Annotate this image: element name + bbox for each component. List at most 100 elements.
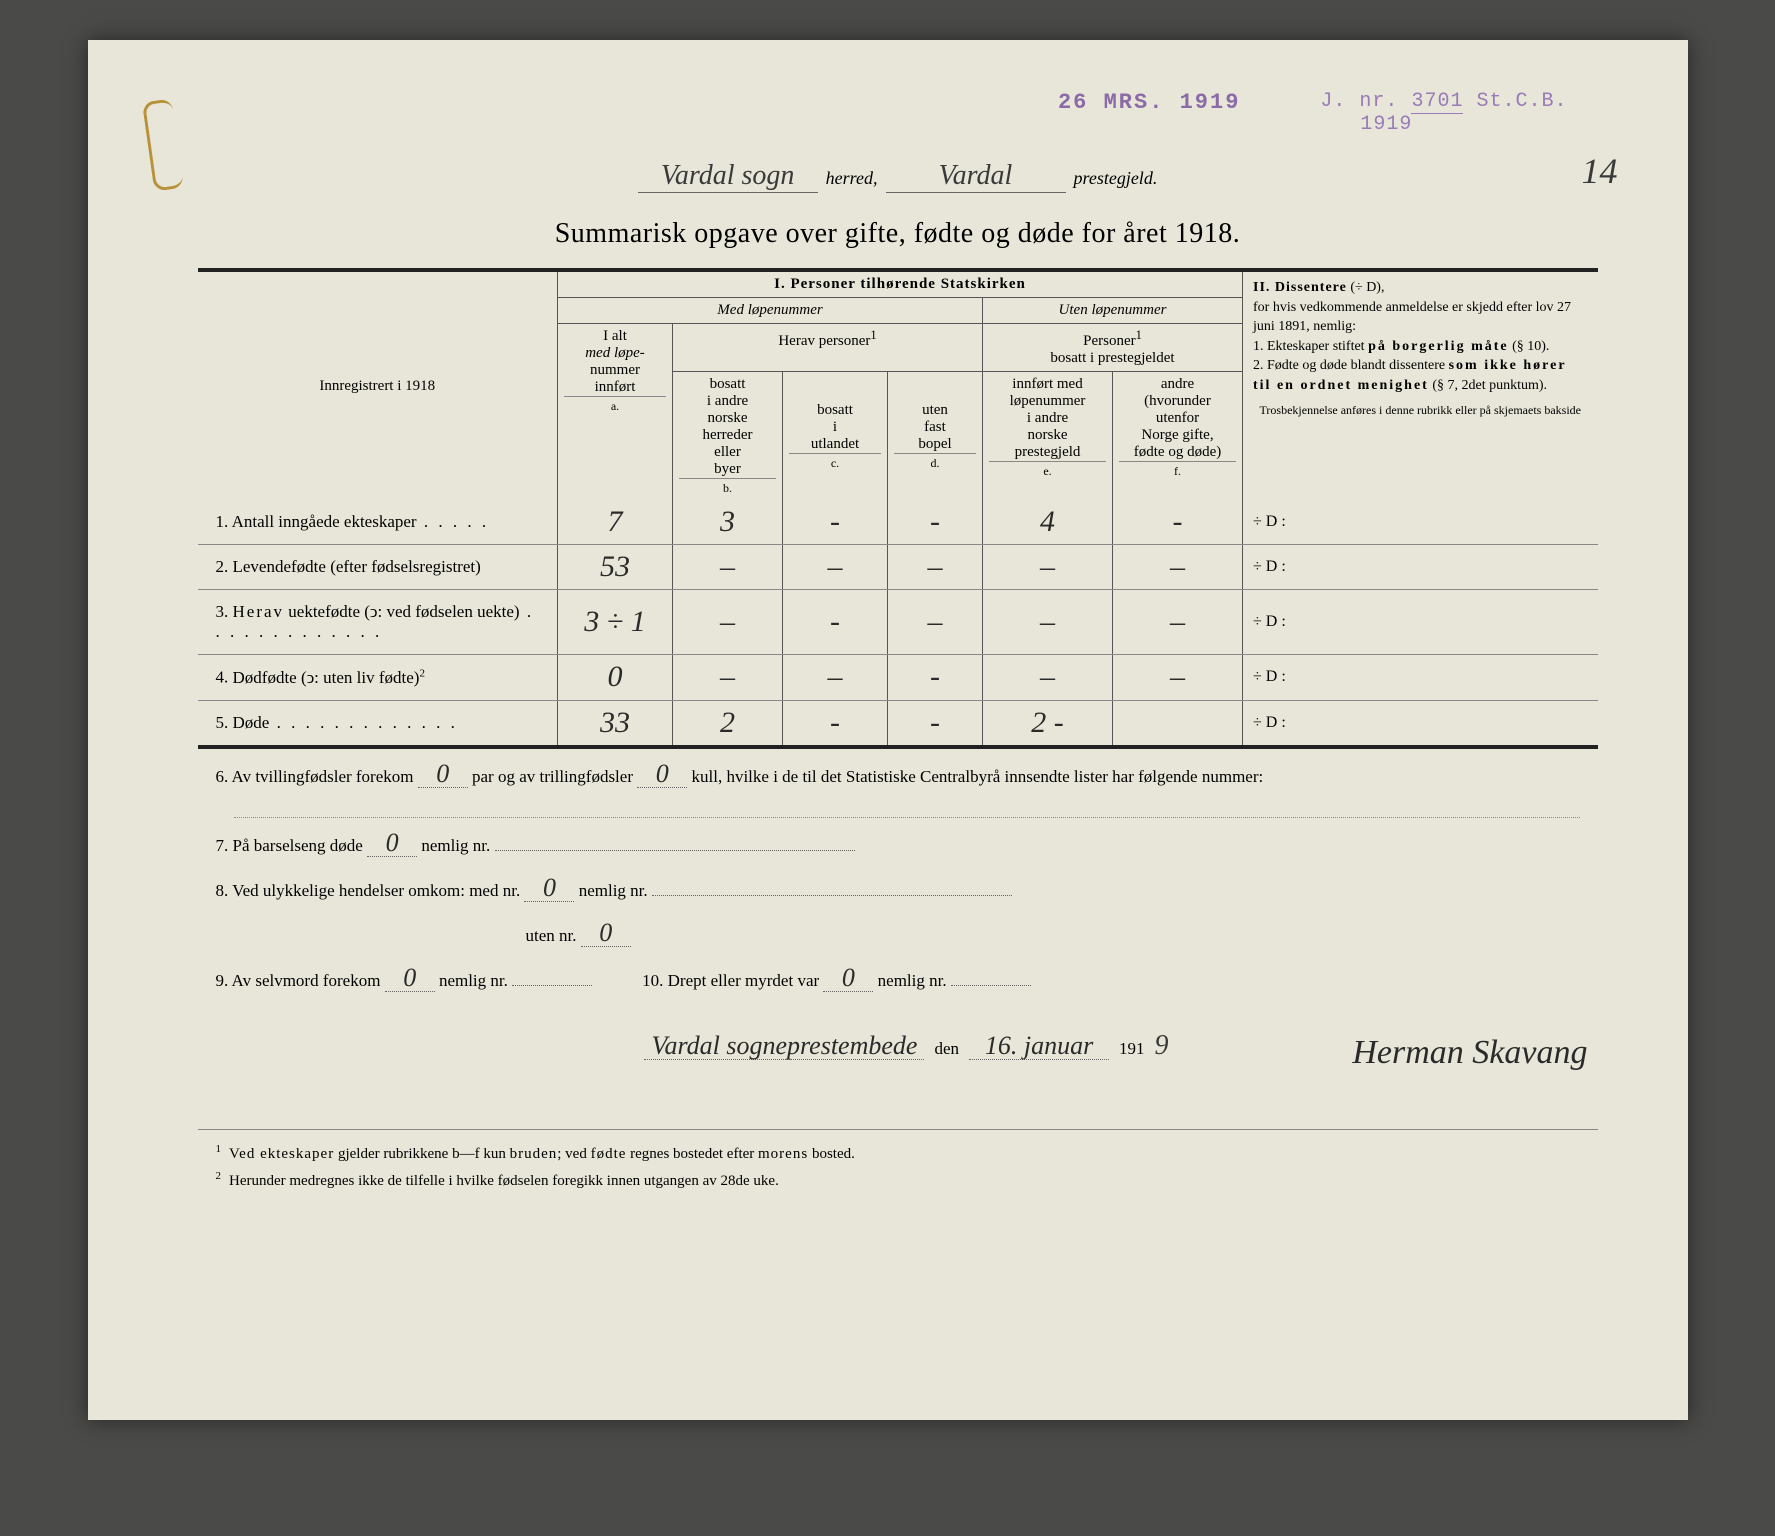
line-6: 6. Av tvillingfødsler forekom 0 par og a…: [216, 757, 1598, 798]
med-lope-header: Med løpenummer: [558, 298, 983, 324]
col-b-header: bosatti andrenorskeherrederellerbyer b.: [673, 372, 783, 501]
line-8b: uten nr. 0: [216, 916, 1598, 957]
col-a-header: I alt med løpe- nummer innført a.: [558, 324, 673, 501]
signature-place: Vardal sogneprestembede: [644, 1033, 924, 1060]
paper-clip: [141, 98, 183, 191]
page-number: 14: [1582, 150, 1618, 192]
accident-without-value: 0: [581, 920, 631, 947]
line8-blank: [652, 895, 1012, 896]
cell-e: 2 -: [983, 700, 1113, 745]
line7-blank: [495, 850, 855, 851]
cell-f: –: [1113, 655, 1243, 701]
section-ii: II. Dissentere (÷ D), for hvis vedkommen…: [1243, 272, 1598, 500]
cell-e: –: [983, 590, 1113, 655]
dotted-line-1: [234, 817, 1580, 818]
cell-a: 7: [558, 500, 673, 545]
jnr-year: 1919: [1360, 113, 1412, 136]
diss-1c: (§ 10).: [1509, 339, 1550, 354]
prestegjeld-field: Vardal: [886, 160, 1066, 193]
main-title: Summarisk opgave over gifte, født​e og d…: [198, 218, 1598, 250]
cell-e: 4: [983, 500, 1113, 545]
cell-a: 3 ÷ 1: [558, 590, 673, 655]
cell-f: –: [1113, 545, 1243, 590]
footnote-2: 2Herunder medregnes ikke de tilfelle i h…: [216, 1167, 1598, 1195]
diss-head: II. Dissentere: [1253, 280, 1347, 295]
jnr-prefix: J. nr.: [1320, 90, 1398, 113]
date-stamp: 26 MRS. 1919: [1058, 90, 1240, 115]
twins-value: 0: [418, 761, 468, 788]
diss-1a: 1. Ekteskaper stiftet: [1253, 339, 1368, 354]
header-row: Vardal sogn herred, Vardal prestegjeld.: [198, 160, 1598, 193]
journal-stamp: J. nr. 3701 St.C.B. 1919: [1320, 90, 1567, 136]
row-label: 4. Dødfødte (ↄ: uten liv fødte)2: [198, 655, 558, 701]
diss-text1: for hvis vedkommende anmeldelse er skjed…: [1253, 300, 1571, 335]
suicide-value: 0: [385, 965, 435, 992]
cell-c: -: [783, 590, 888, 655]
stamp-area: 26 MRS. 1919 J. nr. 3701 St.C.B. 1919: [1058, 90, 1568, 136]
cell-e: –: [983, 545, 1113, 590]
cell-d: –: [888, 590, 983, 655]
cell-d: -: [888, 700, 983, 745]
signature-year: 9: [1155, 1012, 1169, 1079]
sogn-field: Vardal sogn: [638, 160, 818, 193]
childbed-value: 0: [367, 830, 417, 857]
cell-b: 2: [673, 700, 783, 745]
table-row: 1. Antall inngåede ekteskaper73--4-÷ D :: [198, 500, 1598, 545]
jnr-number: 3701: [1411, 90, 1463, 114]
table-row: 2. Levendefødte (efter fødselsregistret)…: [198, 545, 1598, 590]
cell-e: –: [983, 655, 1113, 701]
cell-c: –: [783, 655, 888, 701]
left-header: Innregistrert i 1918: [198, 272, 558, 500]
cell-b: –: [673, 590, 783, 655]
cell-d: -: [888, 655, 983, 701]
cell-diss: ÷ D :: [1243, 545, 1598, 590]
herred-label: herred,: [826, 168, 878, 189]
footnote-1: 1Ved ekteskaper Ved ekteskaper gjelder r…: [216, 1140, 1598, 1168]
bottom-rule: [198, 745, 1598, 749]
signature-row: Vardal sogneprestembede den 16. januar 1…: [216, 1012, 1598, 1079]
cell-a: 0: [558, 655, 673, 701]
col-d-header: utenfastbopel d.: [888, 372, 983, 501]
cell-diss: ÷ D :: [1243, 590, 1598, 655]
cell-b: –: [673, 655, 783, 701]
row-label: 1. Antall inngåede ekteskaper: [198, 500, 558, 545]
table-row: 5. Døde332--2 -÷ D :: [198, 700, 1598, 745]
col-f-header: andre(hvorunderutenforNorge gifte,fødte …: [1113, 372, 1243, 501]
cell-d: -: [888, 500, 983, 545]
cell-d: –: [888, 545, 983, 590]
table-row: 3. Herav uektefødte (ↄ: ved fødse­len ue…: [198, 590, 1598, 655]
cell-b: 3: [673, 500, 783, 545]
line9-blank: [512, 985, 592, 986]
table-row: 4. Dødfødte (ↄ: uten liv fødte)20––-––÷ …: [198, 655, 1598, 701]
uten-lope-header: Uten løpenummer: [983, 298, 1243, 324]
cell-c: –: [783, 545, 888, 590]
personer-bosatt-header: Personer1bosatt i prestegjeldet: [983, 324, 1243, 372]
cell-diss: ÷ D :: [1243, 500, 1598, 545]
document-page: 26 MRS. 1919 J. nr. 3701 St.C.B. 1919 14…: [88, 40, 1688, 1420]
cell-f: [1113, 700, 1243, 745]
cell-c: -: [783, 700, 888, 745]
line-9-10: 9. Av selvmord forekom 0 nemlig nr. 10. …: [216, 961, 1598, 1002]
cell-diss: ÷ D :: [1243, 700, 1598, 745]
col-c-header: bosattiutlandet c.: [783, 372, 888, 501]
diss-2a: 2. Fødte og døde blandt dissentere: [1253, 358, 1449, 373]
cell-a: 33: [558, 700, 673, 745]
diss-1b: på borgerlig måte: [1368, 339, 1509, 354]
section-i-header: I. Personer tilhørende Statskirken: [558, 272, 1243, 298]
col-e-header: innført medløpenummeri andrenorskepreste…: [983, 372, 1113, 501]
accident-with-value: 0: [524, 875, 574, 902]
row-label: 3. Herav uektefødte (ↄ: ved fødse­len ue…: [198, 590, 558, 655]
herav-header: Herav personer1: [673, 324, 983, 372]
diss-note: Trosbekjennelse anføres i denne rubrikk …: [1253, 402, 1588, 419]
line-8: 8. Ved ulykkelige hendelser omkom: med n…: [216, 871, 1598, 912]
data-table: Innregistrert i 1918 I. Personer tilhøre…: [198, 272, 1598, 745]
jnr-suffix: St.C.B.: [1476, 90, 1567, 113]
row-label: 5. Døde: [198, 700, 558, 745]
signature: Herman Skavang: [1352, 1012, 1587, 1094]
cell-f: –: [1113, 590, 1243, 655]
murder-value: 0: [823, 965, 873, 992]
cell-f: -: [1113, 500, 1243, 545]
bottom-section: 6. Av tvillingfødsler forekom 0 par og a…: [198, 757, 1598, 1079]
cell-diss: ÷ D :: [1243, 655, 1598, 701]
prestegjeld-label: prestegjeld.: [1074, 168, 1158, 189]
